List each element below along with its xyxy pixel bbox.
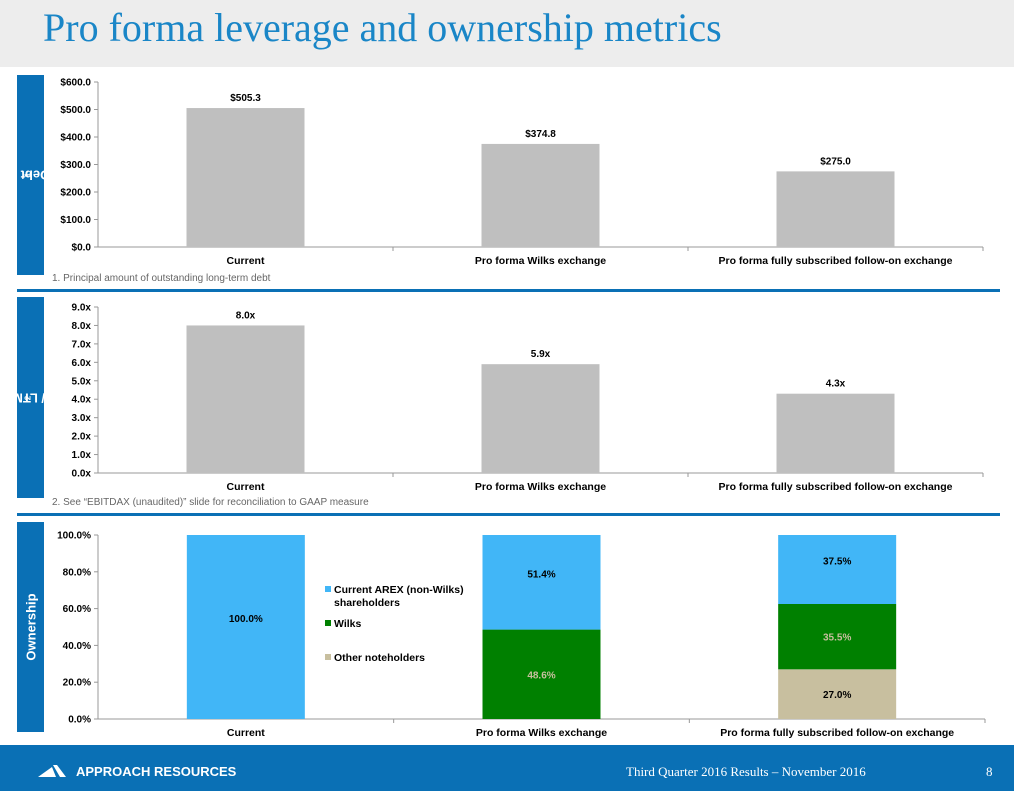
segment-value-label: 100.0%: [229, 614, 263, 625]
segment-value-label: 27.0%: [823, 690, 851, 701]
bar-value-label: $374.8: [525, 129, 556, 140]
footer: APPROACH RESOURCES Third Quarter 2016 Re…: [0, 745, 1014, 791]
legend-label: Wilks: [334, 618, 361, 630]
y-tick-label: 9.0x: [72, 303, 92, 314]
stacked-bar-segment: [482, 535, 601, 630]
bar-value-label: 4.3x: [826, 379, 846, 390]
y-tick-label: 80.0%: [63, 567, 91, 578]
bar-value-label: 5.9x: [531, 349, 551, 360]
y-tick-label: 60.0%: [63, 604, 91, 615]
category-label: Current: [227, 727, 265, 739]
legend-swatch: [325, 586, 331, 592]
footnote-1: 1. Principal amount of outstanding long-…: [52, 273, 271, 284]
y-tick-label: 5.0x: [72, 376, 92, 387]
stacked-bar-segment: [482, 629, 601, 719]
category-label: Pro forma Wilks exchange: [476, 727, 607, 739]
legend-label: Current AREX (non-Wilks): [334, 584, 464, 596]
y-tick-label: 7.0x: [72, 339, 92, 350]
category-label: Pro forma fully subscribed follow-on exc…: [719, 255, 953, 267]
category-label: Pro forma fully subscribed follow-on exc…: [720, 727, 954, 739]
y-tick-label: $600.0: [60, 78, 91, 89]
bar-value-label: $275.0: [820, 156, 851, 167]
category-label: Pro forma Wilks exchange: [475, 255, 606, 267]
side-label-leverage: Total Debt / LTM EBITDAX 2: [0, 297, 110, 498]
y-tick-label: 20.0%: [63, 678, 91, 689]
y-tick-label: 3.0x: [72, 413, 92, 424]
y-tick-label: $400.0: [60, 133, 91, 144]
category-label: Pro forma Wilks exchange: [475, 481, 606, 493]
segment-value-label: 48.6%: [527, 670, 555, 681]
bar: [186, 108, 305, 247]
y-tick-label: $500.0: [60, 105, 91, 116]
company-logo-icon: [38, 765, 66, 777]
category-label: Current: [227, 481, 265, 493]
bar: [776, 171, 895, 247]
bar: [481, 364, 600, 473]
y-tick-label: 0.0x: [72, 469, 92, 480]
section-divider: [17, 513, 1000, 516]
segment-value-label: 37.5%: [823, 557, 851, 568]
y-tick-label: 40.0%: [63, 641, 91, 652]
title-bar: Pro forma leverage and ownership metrics: [0, 0, 1014, 67]
y-tick-label: $0.0: [72, 243, 92, 254]
category-label: Pro forma fully subscribed follow-on exc…: [719, 481, 953, 493]
legend-swatch: [325, 620, 331, 626]
section-divider: [17, 289, 1000, 292]
stacked-bar-segment: [778, 535, 897, 604]
footer-text: Third Quarter 2016 Results – November 20…: [626, 764, 866, 779]
segment-value-label: 35.5%: [823, 633, 851, 644]
bar: [481, 143, 600, 247]
y-tick-label: 100.0%: [57, 531, 91, 542]
legend-swatch: [325, 654, 331, 660]
footnote-2: 2. See “EBITDAX (unaudited)” slide for r…: [52, 497, 369, 508]
legend-label: shareholders: [334, 597, 400, 609]
stacked-bar-segment: [778, 669, 897, 719]
bar-value-label: $505.3: [230, 93, 261, 104]
charts-canvas: $0.0 $100.0 $200.0 $300.0 $400.0 $500.0 $600.0…: [57, 78, 986, 739]
bar: [776, 393, 895, 473]
page-title: Pro forma leverage and ownership metrics: [43, 5, 722, 50]
bar: [186, 325, 305, 473]
y-tick-label: 8.0x: [72, 321, 92, 332]
y-tick-label: 0.0%: [68, 715, 91, 726]
category-label: Current: [227, 255, 265, 267]
stacked-bar-segment: [186, 535, 305, 719]
y-tick-label: 6.0x: [72, 358, 92, 369]
legend-label: Other noteholders: [334, 652, 425, 664]
y-tick-label: 4.0x: [72, 395, 92, 406]
side-label-ownership: Ownership: [17, 522, 44, 732]
stacked-bar-segment: [778, 604, 897, 670]
segment-value-label: 51.4%: [527, 569, 555, 580]
y-tick-label: 2.0x: [72, 432, 92, 443]
company-name: APPROACH RESOURCES: [76, 764, 237, 779]
y-tick-label: $200.0: [60, 188, 91, 199]
side-label-debt: Total Debt ($MM) 1: [0, 75, 82, 275]
page-number: 8: [986, 764, 993, 779]
y-tick-label: $100.0: [60, 215, 91, 226]
y-tick-label: $300.0: [60, 160, 91, 171]
bar-value-label: 8.0x: [236, 310, 256, 321]
y-tick-label: 1.0x: [72, 450, 92, 461]
